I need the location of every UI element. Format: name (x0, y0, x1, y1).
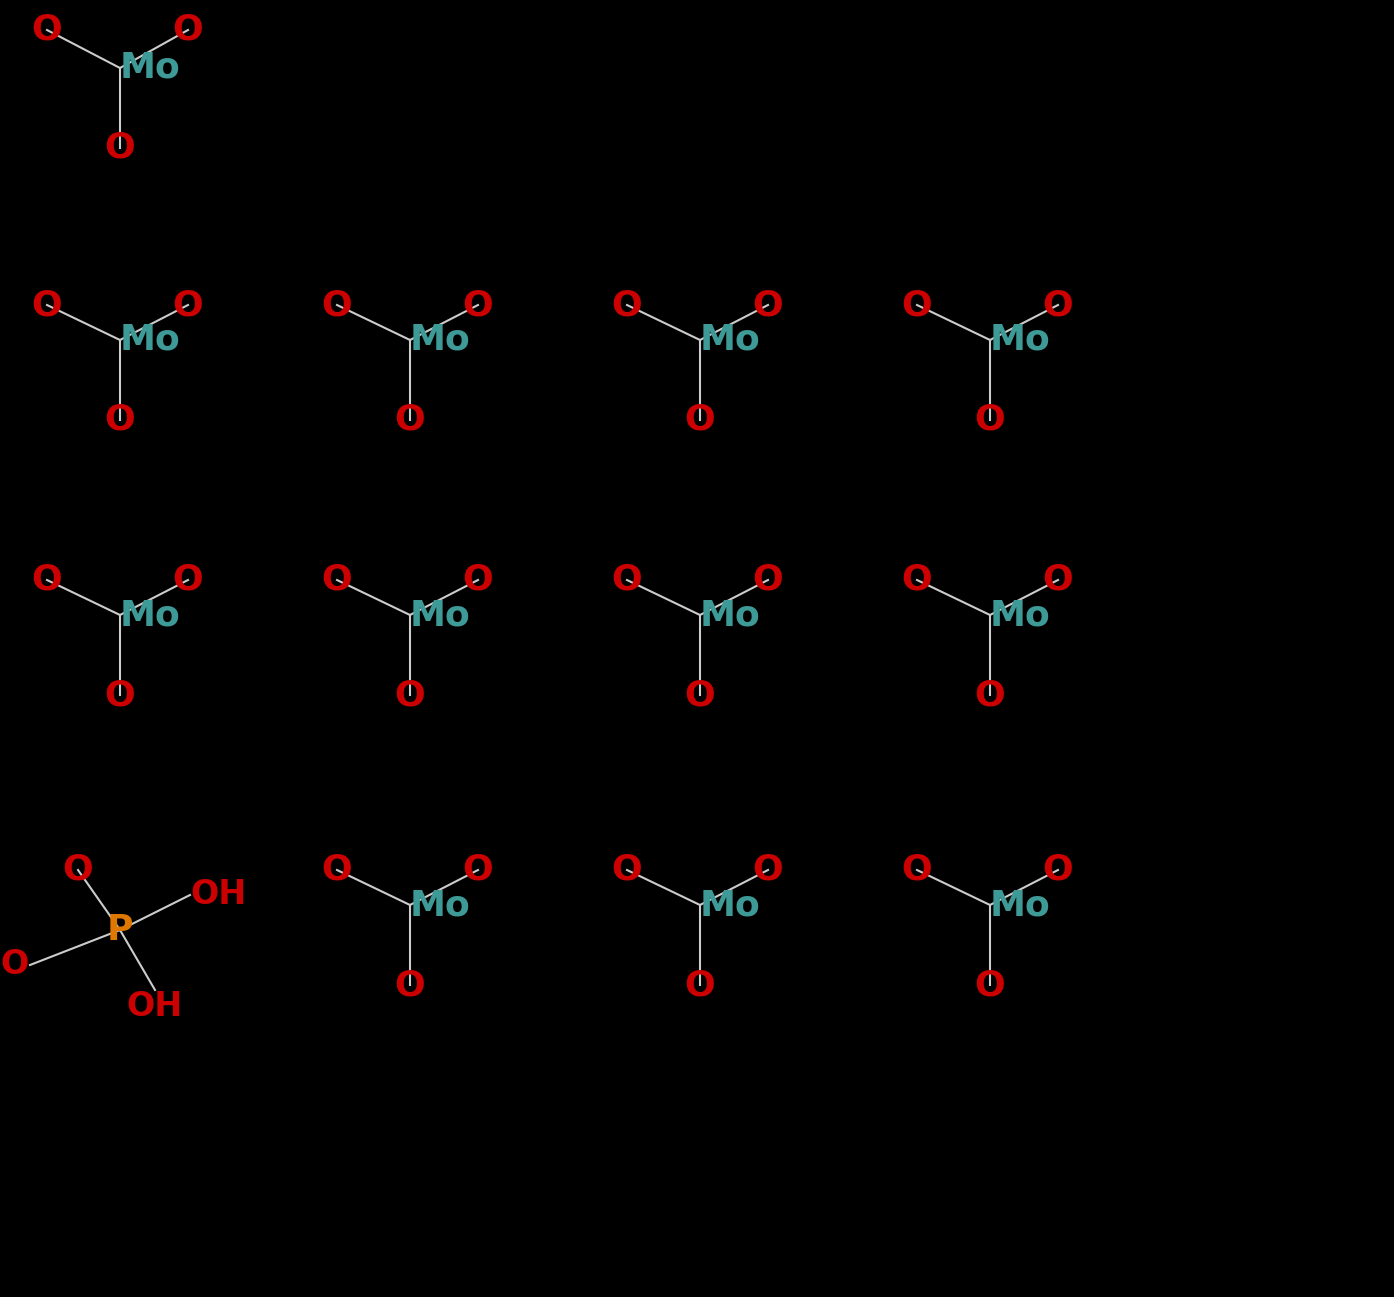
Text: O: O (32, 13, 63, 47)
Text: O: O (173, 13, 204, 47)
Text: O: O (902, 563, 933, 597)
Text: O: O (173, 288, 204, 322)
Text: OH: OH (127, 990, 183, 1023)
Text: O: O (105, 678, 135, 712)
Text: Mo: Mo (410, 598, 471, 632)
Text: O: O (612, 288, 643, 322)
Text: Mo: Mo (990, 598, 1051, 632)
Text: Mo: Mo (120, 51, 181, 86)
Text: O: O (1043, 288, 1073, 322)
Text: O: O (395, 968, 425, 1003)
Text: O: O (105, 131, 135, 165)
Text: O: O (105, 403, 135, 437)
Text: Mo: Mo (120, 323, 181, 357)
Text: O: O (684, 403, 715, 437)
Text: Mo: Mo (700, 598, 761, 632)
Text: O: O (395, 678, 425, 712)
Text: O: O (753, 288, 783, 322)
Text: Mo: Mo (990, 323, 1051, 357)
Text: Mo: Mo (990, 888, 1051, 922)
Text: O: O (463, 563, 493, 597)
Text: O: O (395, 403, 425, 437)
Text: O: O (63, 853, 93, 887)
Text: O: O (322, 563, 353, 597)
Text: O: O (173, 563, 204, 597)
Text: O: O (463, 288, 493, 322)
Text: O: O (974, 968, 1005, 1003)
Text: Mo: Mo (120, 598, 181, 632)
Text: O: O (1043, 853, 1073, 887)
Text: O: O (974, 678, 1005, 712)
Text: O: O (1043, 563, 1073, 597)
Text: O: O (684, 678, 715, 712)
Text: O: O (902, 288, 933, 322)
Text: O: O (612, 563, 643, 597)
Text: O: O (902, 853, 933, 887)
Text: Mo: Mo (700, 323, 761, 357)
Text: P: P (107, 913, 134, 947)
Text: O: O (32, 563, 63, 597)
Text: HO: HO (0, 948, 31, 982)
Text: O: O (974, 403, 1005, 437)
Text: Mo: Mo (410, 888, 471, 922)
Text: O: O (612, 853, 643, 887)
Text: O: O (753, 563, 783, 597)
Text: O: O (753, 853, 783, 887)
Text: Mo: Mo (410, 323, 471, 357)
Text: O: O (463, 853, 493, 887)
Text: O: O (322, 853, 353, 887)
Text: OH: OH (190, 878, 247, 912)
Text: O: O (684, 968, 715, 1003)
Text: O: O (322, 288, 353, 322)
Text: O: O (32, 288, 63, 322)
Text: Mo: Mo (700, 888, 761, 922)
